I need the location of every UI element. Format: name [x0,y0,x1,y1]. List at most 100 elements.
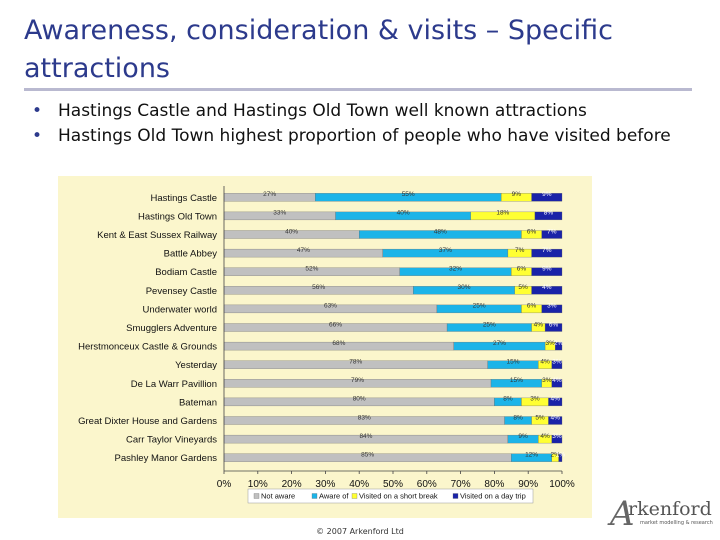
data-label: 2% [554,340,564,347]
category-label: Pashley Manor Gardens [115,453,218,464]
bar-segment [555,341,563,351]
legend-label: Visited on a short break [359,492,438,501]
data-label: 40% [397,210,410,217]
data-label: 6% [527,228,537,235]
bar-segment [541,304,563,314]
legend-label: Not aware [261,492,295,501]
data-label: 8% [544,210,554,217]
data-label: 9% [518,433,528,440]
bar-segment [534,211,563,221]
x-tick-label: 60% [417,479,437,490]
bullet-item: Hastings Castle and Hastings Old Town we… [30,100,680,122]
arkenford-logo: A rkenford market modelling & research [610,494,713,534]
data-label: 3% [552,433,562,440]
x-tick-label: 70% [451,479,471,490]
legend-swatch [253,493,260,499]
data-label: 12% [525,452,538,459]
data-label: 6% [549,321,559,328]
x-tick-label: 90% [518,479,538,490]
data-label: 56% [312,284,325,291]
logo-tagline: market modelling & research [640,520,713,526]
data-label: 3% [530,396,540,403]
data-label: 5% [518,284,528,291]
x-tick-label: 80% [484,479,504,490]
bar-segment [531,286,563,295]
data-label: 3% [552,359,562,366]
bar-segment [531,193,563,202]
data-label: 37% [439,247,452,254]
slide-title: Awareness, consideration & visits – Spec… [24,15,613,84]
data-label: 15% [506,359,519,366]
category-label: Kent & East Sussex Railway [97,230,217,241]
category-label: Hastings Castle [150,193,217,204]
data-label: 66% [329,321,342,328]
x-tick-label: 20% [282,479,302,490]
bar-segment [531,267,563,276]
data-label: 18% [496,210,509,217]
data-label: 8% [503,396,513,403]
bullet-item: Hastings Old Town highest proportion of … [30,125,680,147]
data-label: 80% [353,396,366,403]
data-label: 68% [332,340,345,347]
legend-box [247,488,534,504]
x-tick-label: 10% [248,479,268,490]
data-label: 6% [527,303,537,310]
category-label: Yesterday [175,360,217,371]
bar-segment [558,453,563,462]
data-label: 4% [540,433,550,440]
bar-segment [551,379,563,388]
data-label: 63% [324,303,337,310]
legend-swatch [351,493,358,499]
data-label: 33% [273,210,286,217]
category-label: Bateman [179,397,217,408]
data-label: 4% [540,359,550,366]
data-label: 78% [349,359,362,366]
copyright-footer: © 2007 Arkenford Ltd [316,527,404,536]
data-label: 1% [556,452,566,459]
bar-segment [531,248,563,258]
data-label: 9% [512,191,522,198]
data-label: 15% [510,377,523,384]
legend-swatch [311,493,318,499]
x-tick-label: 50% [383,479,403,490]
data-label: 3% [545,340,555,347]
category-label: De La Warr Pavillion [131,379,217,390]
category-label: Pevensey Castle [146,286,217,297]
data-label: 8% [513,414,523,421]
data-label: 52% [305,266,318,273]
data-label: 7% [547,228,557,235]
category-label: Herstmonceux Castle & Grounds [78,342,217,353]
category-label: Carr Taylor Vineyards [126,435,217,446]
logo-wordmark: rkenford [628,498,712,520]
category-label: Hastings Old Town [138,211,217,222]
bar-segment [548,416,563,425]
category-label: Underwater world [143,304,217,315]
data-label: 30% [457,284,470,291]
legend-swatch [452,493,459,499]
data-label: 4% [542,284,552,291]
x-tick-label: 40% [349,479,369,490]
data-label: 3% [547,303,557,310]
x-tick-label: 100% [549,479,575,490]
data-label: 27% [493,340,506,347]
category-label: Great Dixter House and Gardens [78,416,217,427]
title-underline [24,88,692,91]
data-label: 85% [361,452,374,459]
data-label: 83% [358,414,371,421]
chart-panel: Hastings Castle 27% 55% 9% 9% Hastings Old To… [58,176,592,518]
data-label: 4% [551,396,561,403]
data-label: 25% [473,303,486,310]
category-label: Battle Abbey [164,249,218,260]
bullet-list: Hastings Castle and Hastings Old Town we… [30,100,680,150]
data-label: 5% [535,414,545,421]
data-label: 84% [359,433,372,440]
data-label: 40% [285,228,298,235]
stacked-bar-chart: Hastings Castle 27% 55% 9% 9% Hastings Old To… [78,186,575,504]
x-tick-label: 0% [217,479,232,490]
data-label: 7% [542,247,552,254]
legend-label: Visited on a day trip [460,492,526,501]
data-label: 4% [551,414,561,421]
bar-segment [551,434,563,444]
data-label: 2% [551,452,561,459]
data-label: 55% [402,191,415,198]
